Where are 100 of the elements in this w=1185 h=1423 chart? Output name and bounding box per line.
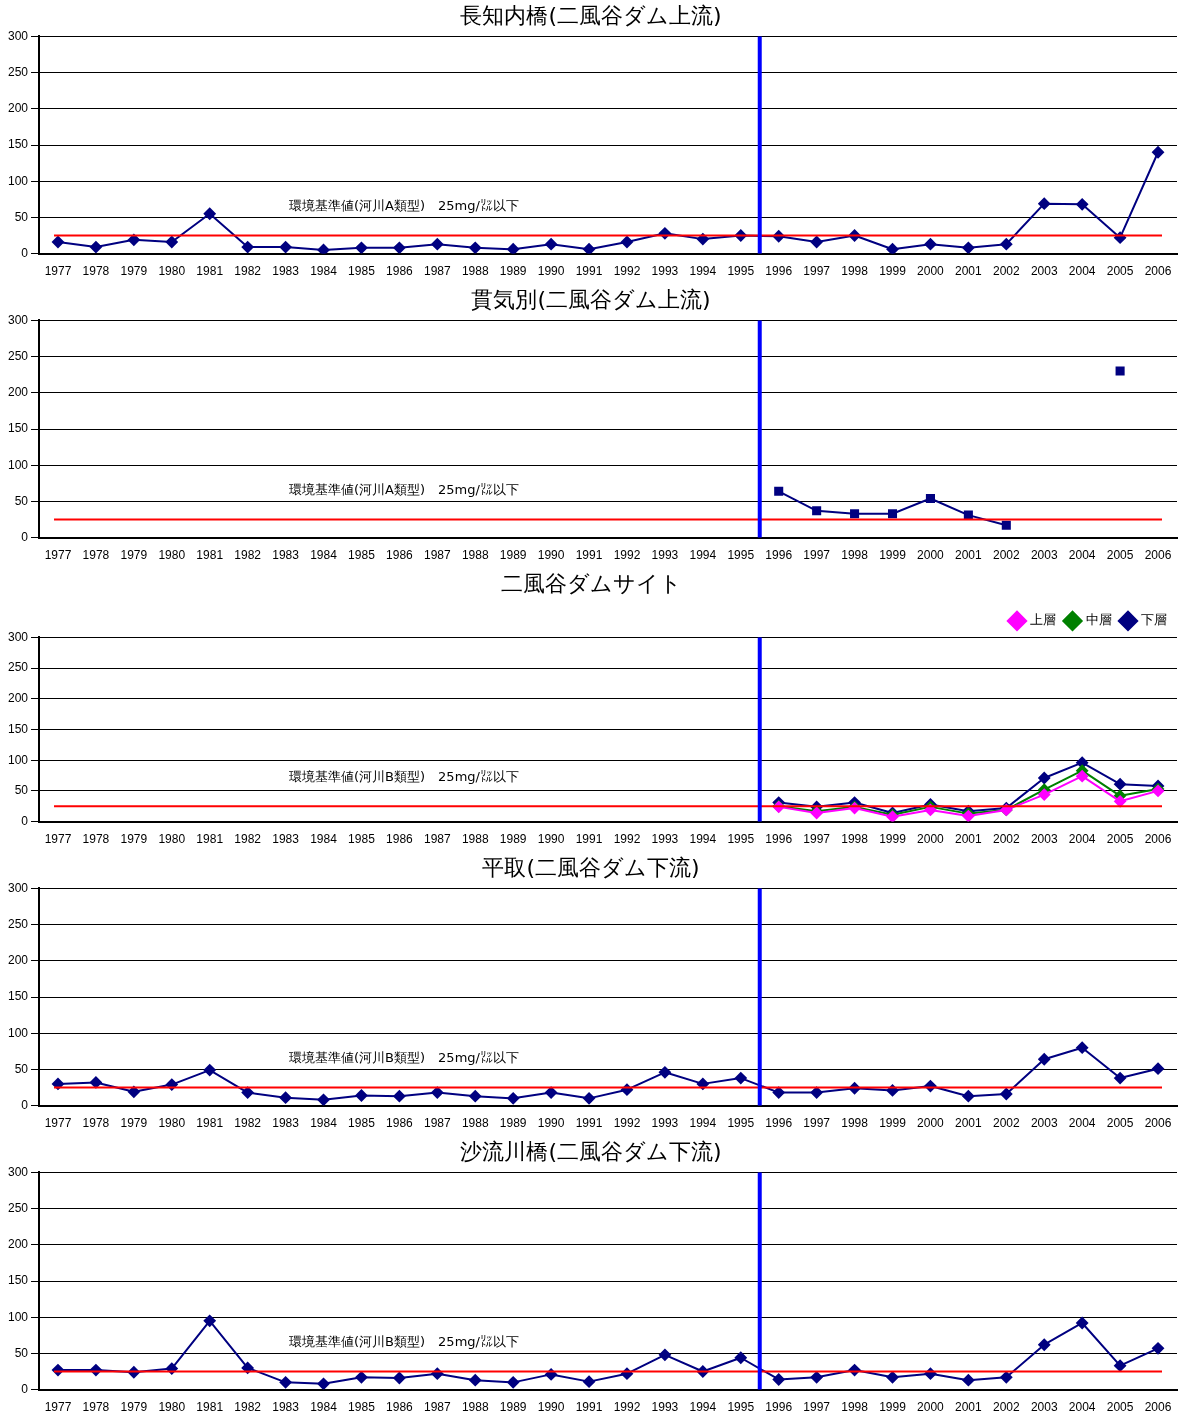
x-tick-label: 1986 xyxy=(386,1116,414,1131)
x-tick-label: 1979 xyxy=(120,832,148,847)
x-tick-label: 2004 xyxy=(1068,548,1096,563)
y-tick-label: 100 xyxy=(7,173,29,188)
x-tick-label: 2000 xyxy=(917,832,945,847)
x-tick-label: 1991 xyxy=(575,1116,603,1131)
x-tick-label: 2004 xyxy=(1068,1400,1096,1415)
y-tick-label: 250 xyxy=(7,348,29,363)
y-tick-label: 50 xyxy=(14,1345,29,1360)
x-tick-label: 1994 xyxy=(689,1400,717,1415)
x-tick-label: 1988 xyxy=(461,1400,489,1415)
x-tick-label: 1987 xyxy=(423,1400,451,1415)
y-tick-label: 200 xyxy=(7,1237,29,1252)
x-tick-label: 1981 xyxy=(196,1116,224,1131)
x-tick-label: 1977 xyxy=(44,1400,72,1415)
y-tick-label: 100 xyxy=(7,457,29,472)
x-tick-label: 1999 xyxy=(879,264,907,279)
x-tick-label: 1983 xyxy=(272,832,300,847)
x-tick-label: 2001 xyxy=(955,548,983,563)
y-tick-label: 50 xyxy=(14,493,29,508)
x-tick-label: 1989 xyxy=(499,1116,527,1131)
x-tick-label: 1984 xyxy=(310,548,338,563)
x-tick-label: 1997 xyxy=(803,832,831,847)
x-tick-label: 2001 xyxy=(955,264,983,279)
x-tick-label: 2005 xyxy=(1106,264,1134,279)
x-tick-label: 1988 xyxy=(461,1116,489,1131)
x-tick-label: 1980 xyxy=(158,548,186,563)
x-tick-label: 1982 xyxy=(234,264,262,279)
x-tick-label: 1999 xyxy=(879,1400,907,1415)
x-tick-label: 1997 xyxy=(803,264,831,279)
x-tick-label: 1978 xyxy=(82,264,110,279)
x-tick-label: 1978 xyxy=(82,1116,110,1131)
x-tick-label: 1991 xyxy=(575,264,603,279)
x-tick-label: 1993 xyxy=(651,1400,679,1415)
x-tick-label: 2000 xyxy=(917,548,945,563)
x-tick-label: 1990 xyxy=(537,832,565,847)
x-tick-label: 1981 xyxy=(196,264,224,279)
x-tick-label: 1977 xyxy=(44,264,72,279)
x-tick-label: 1983 xyxy=(272,548,300,563)
x-tick-label: 1989 xyxy=(499,1400,527,1415)
x-tick-label: 1978 xyxy=(82,1400,110,1415)
x-tick-label: 2005 xyxy=(1106,1116,1134,1131)
x-tick-label: 1995 xyxy=(727,1400,755,1415)
y-tick-label: 300 xyxy=(7,28,29,43)
y-tick-label: 150 xyxy=(7,721,29,736)
x-tick-label: 1986 xyxy=(386,264,414,279)
x-tick-label: 1999 xyxy=(879,548,907,563)
x-tick-label: 1989 xyxy=(499,548,527,563)
x-tick-label: 1980 xyxy=(158,832,186,847)
x-tick-label: 2003 xyxy=(1030,264,1058,279)
y-tick-label: 50 xyxy=(14,1061,29,1076)
legend-label: 上層 xyxy=(1030,612,1056,628)
x-tick-label: 1995 xyxy=(727,264,755,279)
x-tick-label: 1994 xyxy=(689,548,717,563)
x-tick-label: 1979 xyxy=(120,1116,148,1131)
x-tick-label: 1994 xyxy=(689,264,717,279)
x-tick-label: 2001 xyxy=(955,1116,983,1131)
chart-title: 二風谷ダムサイト xyxy=(500,570,682,596)
y-tick-label: 150 xyxy=(7,989,29,1004)
x-tick-label: 1990 xyxy=(537,548,565,563)
x-tick-label: 1980 xyxy=(158,1400,186,1415)
x-tick-label: 2001 xyxy=(955,832,983,847)
y-tick-label: 250 xyxy=(7,916,29,931)
x-tick-label: 1981 xyxy=(196,1400,224,1415)
x-tick-label: 1979 xyxy=(120,1400,148,1415)
x-tick-label: 1987 xyxy=(423,832,451,847)
x-tick-label: 2003 xyxy=(1030,832,1058,847)
x-tick-label: 1985 xyxy=(348,1116,376,1131)
x-tick-label: 2003 xyxy=(1030,548,1058,563)
x-tick-label: 1998 xyxy=(841,1400,869,1415)
y-tick-label: 150 xyxy=(7,421,29,436)
x-tick-label: 2006 xyxy=(1144,832,1172,847)
x-tick-label: 1980 xyxy=(158,1116,186,1131)
x-tick-label: 1995 xyxy=(727,548,755,563)
y-tick-label: 300 xyxy=(7,880,29,895)
x-tick-label: 1982 xyxy=(234,1400,262,1415)
x-tick-label: 1977 xyxy=(44,832,72,847)
y-tick-label: 250 xyxy=(7,660,29,675)
x-tick-label: 2006 xyxy=(1144,1116,1172,1131)
x-tick-label: 1995 xyxy=(727,832,755,847)
y-tick-label: 0 xyxy=(21,1381,29,1396)
x-tick-label: 1990 xyxy=(537,264,565,279)
x-tick-label: 1984 xyxy=(310,264,338,279)
x-tick-label: 1993 xyxy=(651,548,679,563)
x-tick-label: 1995 xyxy=(727,1116,755,1131)
x-tick-label: 1979 xyxy=(120,548,148,563)
x-tick-label: 1983 xyxy=(272,1116,300,1131)
x-tick-label: 1978 xyxy=(82,832,110,847)
x-tick-label: 2002 xyxy=(992,1116,1020,1131)
ref-line-label: 環境基準値(河川B類型) 25mg/㍑以下 xyxy=(289,769,519,785)
x-tick-label: 1997 xyxy=(803,1400,831,1415)
x-tick-label: 1987 xyxy=(423,548,451,563)
chart-title: 沙流川橋(二風谷ダム下流) xyxy=(460,1138,722,1164)
y-tick-label: 300 xyxy=(7,1164,29,1179)
legend-label: 下層 xyxy=(1141,612,1167,628)
x-tick-label: 1991 xyxy=(575,832,603,847)
x-tick-label: 1987 xyxy=(423,264,451,279)
x-tick-label: 1993 xyxy=(651,832,679,847)
y-tick-label: 300 xyxy=(7,312,29,327)
x-tick-label: 2004 xyxy=(1068,264,1096,279)
